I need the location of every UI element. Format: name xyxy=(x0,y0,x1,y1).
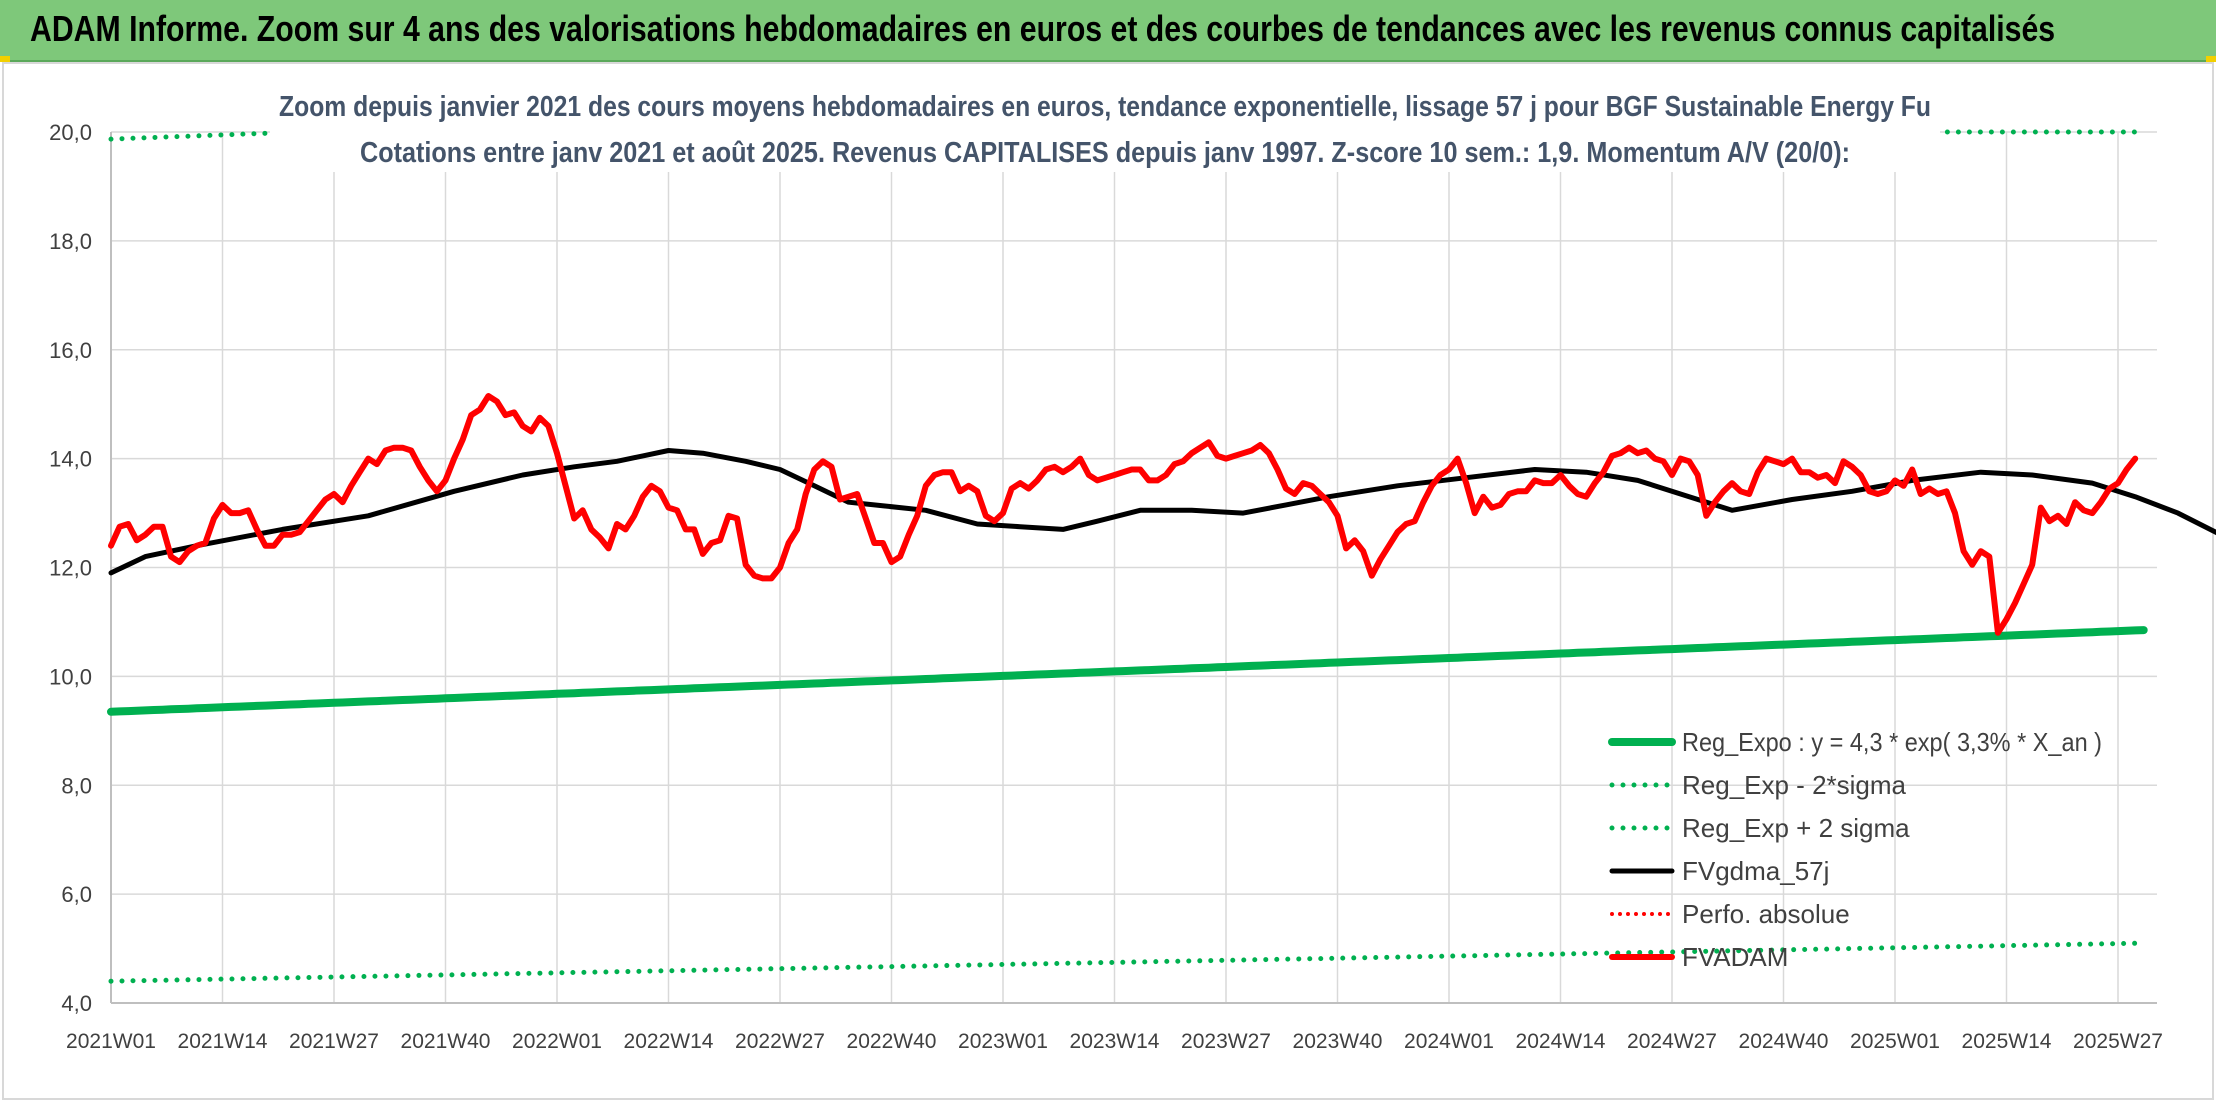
x-tick-label: 2025W01 xyxy=(1850,1030,1940,1053)
x-tick-label: 2024W27 xyxy=(1627,1030,1717,1053)
chart-legend: Reg_Expo : y = 4,3 * exp( 3,3% * X_an ) R… xyxy=(1608,727,2102,972)
x-tick-label: 2023W01 xyxy=(958,1030,1048,1053)
x-tick-label: 2023W40 xyxy=(1293,1030,1383,1053)
series-line-3 xyxy=(108,448,2216,576)
x-tick-label: 2022W14 xyxy=(624,1030,714,1053)
x-tick-label: 2023W27 xyxy=(1181,1030,1271,1053)
series-line-5 xyxy=(108,393,2139,636)
legend-label: FVgdma_57j xyxy=(1682,856,1829,886)
report-title: ADAM Informe. Zoom sur 4 ans des valoris… xyxy=(30,8,2056,49)
x-tick-label: 2021W01 xyxy=(66,1030,156,1053)
x-tick-label: 2024W01 xyxy=(1404,1030,1494,1053)
x-tick-label: 2025W27 xyxy=(2073,1030,2163,1053)
corner-marker-left xyxy=(0,56,10,62)
y-tick-label: 20,0 xyxy=(49,120,92,145)
x-tick-label: 2022W01 xyxy=(512,1030,602,1053)
legend-label: FVADAM xyxy=(1682,942,1788,972)
x-tick-label: 2021W14 xyxy=(178,1030,268,1053)
x-tick-label: 2025W14 xyxy=(1962,1030,2052,1053)
x-tick-label: 2024W14 xyxy=(1516,1030,1606,1053)
chart-frame xyxy=(2,62,2214,1100)
x-tick-label: 2024W40 xyxy=(1739,1030,1829,1053)
y-tick-label: 16,0 xyxy=(49,338,92,363)
report-header: ADAM Informe. Zoom sur 4 ans des valoris… xyxy=(0,0,2216,62)
title-layer: Zoom depuis janvier 2021 des cours moyen… xyxy=(270,82,1940,172)
axis-layer: 4,0 6,0 8,0 10,0 12,0 14,0 16,0 18,0 20,0 2021W01… xyxy=(49,120,2163,1053)
y-tick-label: 6,0 xyxy=(61,882,92,907)
x-tick-label: 2023W14 xyxy=(1070,1030,1160,1053)
series-line-1 xyxy=(108,940,2147,984)
legend-label: Reg_Expo : y = 4,3 * exp( 3,3% * X_an ) xyxy=(1682,727,2102,757)
title-background xyxy=(270,82,1940,172)
legend-label: Reg_Exp + 2 sigma xyxy=(1682,813,1910,843)
corner-marker-right xyxy=(2206,56,2216,62)
x-tick-label: 2022W40 xyxy=(847,1030,937,1053)
x-tick-label: 2021W27 xyxy=(289,1030,379,1053)
y-tick-label: 10,0 xyxy=(49,664,92,689)
series-line-0 xyxy=(107,626,2148,716)
x-tick-label: 2021W40 xyxy=(401,1030,491,1053)
chart-title: Zoom depuis janvier 2021 des cours moyen… xyxy=(279,91,1931,123)
y-tick-label: 4,0 xyxy=(61,991,92,1016)
x-tick-label: 2022W27 xyxy=(735,1030,825,1053)
y-tick-label: 14,0 xyxy=(49,447,92,472)
chart-subtitle: Cotations entre janv 2021 et août 2025. … xyxy=(360,137,1850,169)
legend-label: Reg_Exp - 2*sigma xyxy=(1682,770,1907,800)
grid-layer xyxy=(110,131,2157,1004)
legend-label: Perfo. absolue xyxy=(1682,899,1850,929)
series-layer xyxy=(107,129,2216,984)
series-line-2 xyxy=(108,129,303,142)
y-tick-label: 18,0 xyxy=(49,229,92,254)
y-tick-label: 12,0 xyxy=(49,556,92,581)
y-tick-label: 8,0 xyxy=(61,773,92,798)
